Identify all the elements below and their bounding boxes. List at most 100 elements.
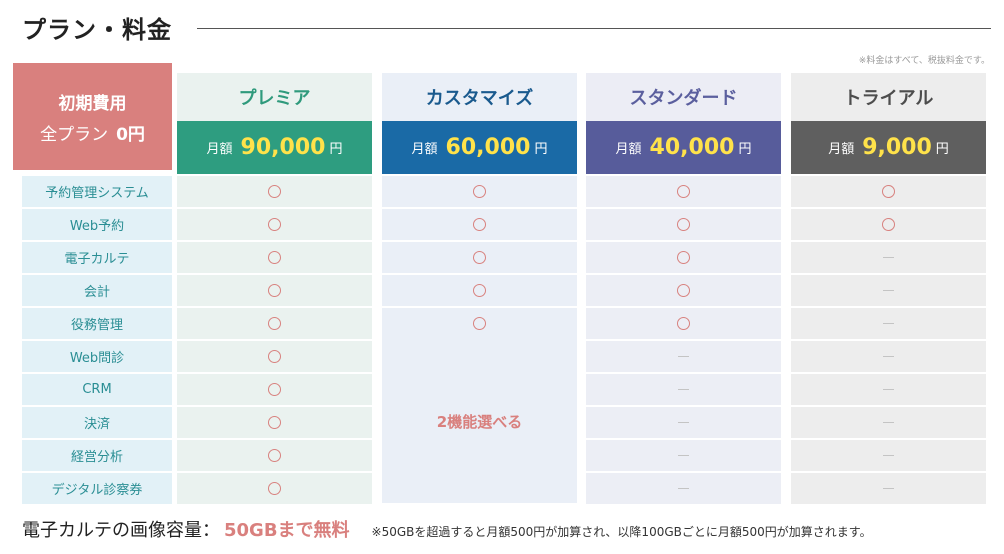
- initial-cost-box: 初期費用 全プラン 0円: [13, 63, 172, 170]
- availability-cell: [586, 407, 781, 438]
- availability-cell: [586, 242, 781, 273]
- plan-price: 月額 40,000 円: [586, 121, 781, 174]
- availability-cell: [177, 374, 372, 405]
- initial-cost-price: 0円: [116, 124, 145, 145]
- availability-cell: [791, 209, 986, 240]
- included-circle-icon: [473, 317, 486, 330]
- included-circle-icon: [268, 449, 281, 462]
- availability-cell: [177, 242, 372, 273]
- plan-price: 月額 60,000 円: [382, 121, 577, 174]
- tax-note: ※料金はすべて、税抜料金です。: [858, 56, 990, 66]
- included-circle-icon: [677, 284, 690, 297]
- initial-cost-value: 全プラン 0円: [40, 120, 145, 145]
- availability-cell: [586, 308, 781, 339]
- not-included-dash-icon: [678, 356, 689, 357]
- not-included-dash-icon: [678, 389, 689, 390]
- plan-name: プレミア: [177, 73, 372, 121]
- storage-footer: 電子カルテの画像容量： 50GBまで無料 ※50GBを超過すると月額500円が加…: [22, 516, 872, 542]
- plan-price: 月額 9,000 円: [791, 121, 986, 174]
- plan-name: カスタマイズ: [382, 73, 577, 121]
- availability-cell: [177, 275, 372, 306]
- storage-note: ※50GBを超過すると月額500円が加算され、以降100GBごとに月額500円が…: [371, 525, 872, 539]
- feature-label: デジタル診察券: [22, 473, 172, 504]
- price-amount: 90,000: [240, 135, 326, 160]
- price-suffix: 円: [329, 142, 343, 157]
- initial-cost-label: 全プラン: [40, 124, 109, 145]
- plan-header: カスタマイズ 月額 60,000 円: [382, 73, 577, 174]
- included-circle-icon: [473, 218, 486, 231]
- availability-cell: [586, 374, 781, 405]
- availability-cell: [177, 473, 372, 504]
- availability-cell: [382, 176, 577, 207]
- availability-cell: [791, 440, 986, 471]
- availability-cell: [177, 209, 372, 240]
- included-circle-icon: [677, 185, 690, 198]
- included-circle-icon: [473, 251, 486, 264]
- not-included-dash-icon: [678, 422, 689, 423]
- not-included-dash-icon: [678, 488, 689, 489]
- not-included-dash-icon: [883, 455, 894, 456]
- initial-cost-title: 初期費用: [58, 93, 127, 114]
- price-unit-label: 月額: [615, 142, 642, 157]
- included-circle-icon: [268, 317, 281, 330]
- included-circle-icon: [473, 185, 486, 198]
- feature-label: 役務管理: [22, 308, 172, 339]
- included-circle-icon: [268, 350, 281, 363]
- availability-cell: [586, 341, 781, 372]
- feature-label: 決済: [22, 407, 172, 438]
- feature-label: 予約管理システム: [22, 176, 172, 207]
- plan-header: プレミア 月額 90,000 円: [177, 73, 372, 174]
- plan-name: スタンダード: [586, 73, 781, 121]
- not-included-dash-icon: [678, 455, 689, 456]
- not-included-dash-icon: [883, 488, 894, 489]
- included-circle-icon: [268, 284, 281, 297]
- included-circle-icon: [677, 317, 690, 330]
- price-unit-label: 月額: [411, 142, 438, 157]
- included-circle-icon: [882, 218, 895, 231]
- included-circle-icon: [268, 251, 281, 264]
- availability-cell: [791, 341, 986, 372]
- page-title: プラン・料金: [22, 16, 172, 44]
- availability-cell: [586, 176, 781, 207]
- not-included-dash-icon: [883, 356, 894, 357]
- availability-cell: [177, 407, 372, 438]
- not-included-dash-icon: [883, 323, 894, 324]
- included-circle-icon: [473, 284, 486, 297]
- availability-cell: [177, 341, 372, 372]
- availability-cell: [791, 275, 986, 306]
- availability-cell: [177, 176, 372, 207]
- availability-cell: [382, 308, 577, 339]
- availability-cell: [382, 275, 577, 306]
- included-circle-icon: [268, 185, 281, 198]
- storage-label: 電子カルテの画像容量：: [22, 520, 220, 541]
- included-circle-icon: [268, 416, 281, 429]
- included-circle-icon: [268, 218, 281, 231]
- price-amount: 9,000: [862, 135, 932, 160]
- availability-cell: [382, 209, 577, 240]
- availability-cell: [586, 473, 781, 504]
- price-suffix: 円: [738, 142, 752, 157]
- plan-name: トライアル: [791, 73, 986, 121]
- included-circle-icon: [677, 251, 690, 264]
- feature-label: 会計: [22, 275, 172, 306]
- included-circle-icon: [268, 482, 281, 495]
- feature-label: Web問診: [22, 341, 172, 372]
- feature-label: 電子カルテ: [22, 242, 172, 273]
- availability-cell: [177, 308, 372, 339]
- price-amount: 40,000: [649, 135, 735, 160]
- included-circle-icon: [677, 218, 690, 231]
- included-circle-icon: [882, 185, 895, 198]
- availability-cell: [791, 308, 986, 339]
- availability-cell: [791, 473, 986, 504]
- not-included-dash-icon: [883, 257, 894, 258]
- storage-value: 50GBまで無料: [224, 520, 350, 541]
- price-unit-label: 月額: [828, 142, 855, 157]
- title-divider: [197, 28, 991, 29]
- plan-header: スタンダード月額 40,000 円: [586, 73, 781, 174]
- customize-choice-note: 2機能選べる: [382, 339, 577, 503]
- plan-header: トライアル月額 9,000 円: [791, 73, 986, 174]
- plan-price: 月額 90,000 円: [177, 121, 372, 174]
- feature-label: CRM: [22, 374, 172, 405]
- availability-cell: [586, 440, 781, 471]
- price-suffix: 円: [935, 142, 949, 157]
